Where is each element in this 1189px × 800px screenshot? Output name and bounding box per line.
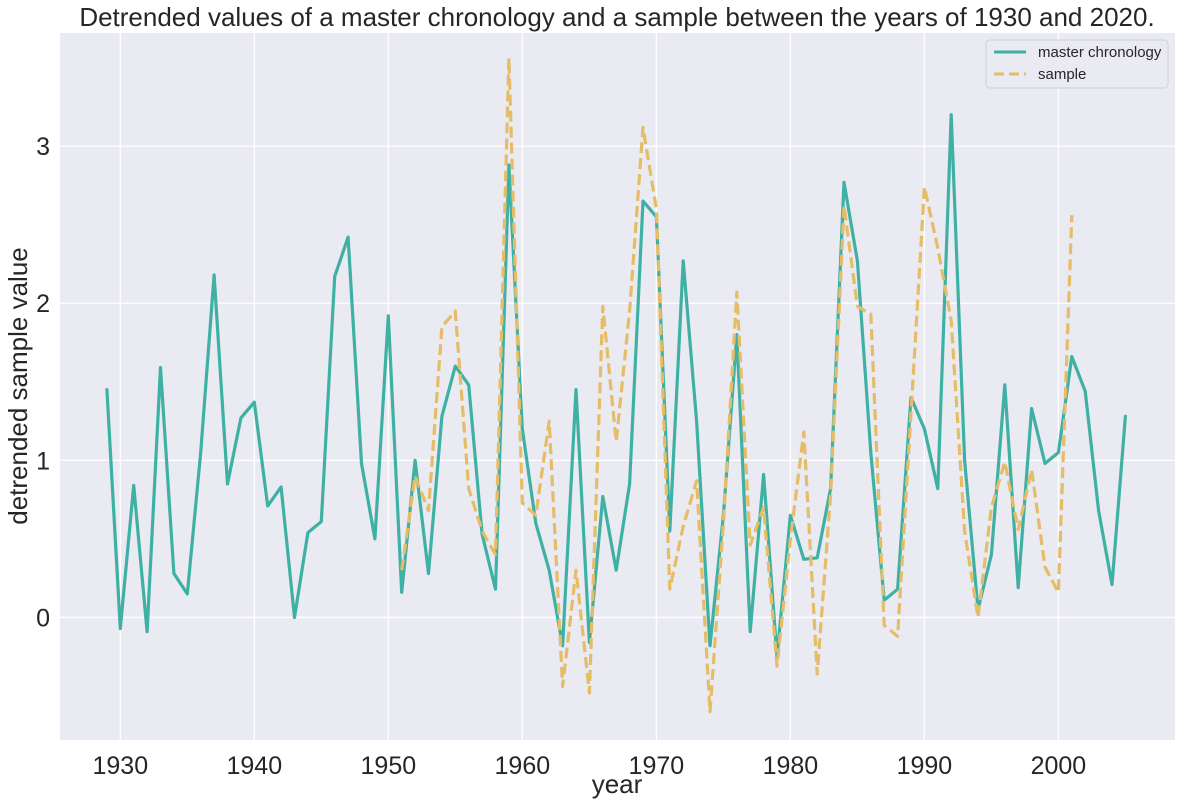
y-tick-label: 3 [36,133,50,161]
legend-label-master-chronology: master chronology [1038,44,1162,61]
y-tick-label: 2 [36,290,50,318]
legend-box [985,39,1169,89]
x-tick-labels: 1930 1940 1950 1960 1970 1980 1990 2000 [92,752,1086,780]
x-tick-label: 1980 [763,752,819,780]
y-tick-labels: 0 1 2 3 [36,133,50,632]
series-line-master-chronology [105,113,1128,659]
series-layer [105,56,1128,714]
x-axis-label: year [592,769,643,799]
y-axis-label: detrended sample value [3,247,33,525]
legend-label-sample: sample [1038,66,1086,83]
series-line-sample [400,56,1074,714]
y-tick-label: 0 [36,604,50,632]
x-tick-label: 1950 [361,752,417,780]
x-tick-label: 2000 [1031,752,1087,780]
chart-title: Detrended values of a master chronology … [79,2,1154,32]
x-tick-label: 1940 [227,752,283,780]
legend: master chronology sample [985,39,1169,89]
x-tick-label: 1960 [495,752,551,780]
y-tick-label: 1 [36,447,50,475]
x-tick-label: 1930 [92,752,148,780]
grid [60,33,1175,740]
x-tick-label: 1990 [897,752,953,780]
x-tick-label: 1970 [629,752,685,780]
plot-background [60,33,1175,740]
